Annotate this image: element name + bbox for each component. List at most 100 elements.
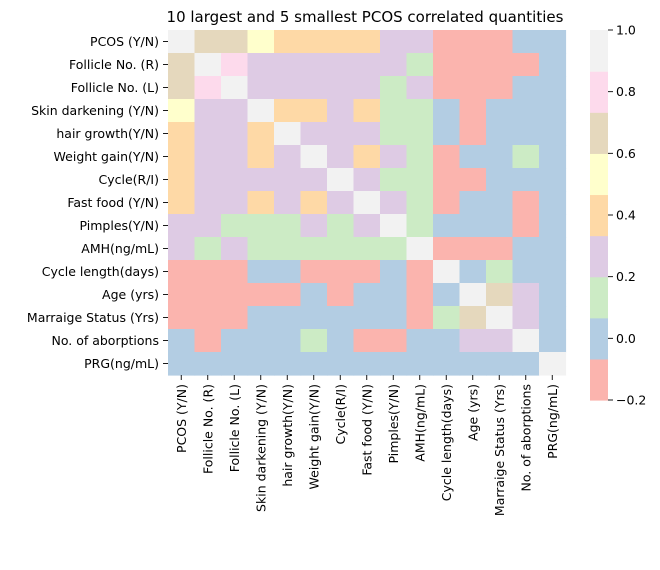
heatmap-cell [380, 99, 408, 123]
heatmap-cell [380, 214, 408, 238]
x-tick-label: Fast food (Y/N) [359, 384, 374, 476]
x-tick-label: PRG(ng/mL) [545, 384, 560, 459]
heatmap-cell [539, 306, 567, 330]
heatmap-cell [194, 306, 222, 330]
heatmap-cell [353, 329, 381, 353]
heatmap-cell [168, 260, 196, 284]
heatmap-cell [486, 214, 514, 238]
heatmap-cell [247, 145, 275, 169]
colorbar-tick-label: 0.4 [616, 208, 636, 223]
heatmap-cell [486, 352, 514, 376]
heatmap-cell [433, 122, 461, 146]
x-tick-label: No. of aborptions [518, 384, 533, 492]
y-tick-label: Cycle length(days) [42, 264, 159, 279]
y-tick-label: Cycle(R/I) [99, 172, 160, 187]
heatmap-cell [539, 214, 567, 238]
heatmap-cell [353, 191, 381, 215]
y-tick-label: Follicle No. (R) [69, 57, 159, 72]
heatmap-cell [459, 283, 487, 307]
heatmap-cell [168, 191, 196, 215]
heatmap-cell [247, 283, 275, 307]
heatmap-cell [512, 168, 540, 192]
heatmap-cell [353, 214, 381, 238]
heatmap-cell [539, 191, 567, 215]
heatmap-cell [168, 122, 196, 146]
heatmap-cell [327, 191, 355, 215]
heatmap-cell [486, 122, 514, 146]
colorbar-segment [590, 235, 608, 278]
heatmap-cell [512, 191, 540, 215]
heatmap-cell [433, 283, 461, 307]
heatmap-cell [486, 329, 514, 353]
heatmap-cell [459, 30, 487, 54]
colorbar-segment [590, 30, 608, 72]
heatmap-cell [194, 214, 222, 238]
heatmap-cell [168, 76, 196, 100]
y-tick-label: PRG(ng/mL) [84, 356, 159, 371]
heatmap-cell [380, 53, 408, 77]
heatmap-cell [194, 329, 222, 353]
heatmap-cell [459, 145, 487, 169]
x-tick-label: PCOS (Y/N) [174, 384, 189, 453]
x-tick-label: Skin darkening (Y/N) [253, 384, 268, 512]
y-tick-label: Weight gain(Y/N) [54, 149, 159, 164]
heatmap-cell [247, 352, 275, 376]
heatmap-cell [300, 30, 328, 54]
heatmap-cell [512, 283, 540, 307]
heatmap-cell [168, 329, 196, 353]
heatmap-cell [459, 214, 487, 238]
heatmap-cell [380, 76, 408, 100]
heatmap-cell [194, 168, 222, 192]
heatmap-cell [353, 122, 381, 146]
heatmap-cell [486, 191, 514, 215]
heatmap-cell [459, 352, 487, 376]
heatmap-cell [168, 99, 196, 123]
colorbar-tick-label: 0.6 [616, 146, 636, 161]
heatmap-cell [380, 145, 408, 169]
heatmap-cell [459, 306, 487, 330]
heatmap-cell [274, 76, 302, 100]
heatmap-cell [380, 191, 408, 215]
heatmap-cell [353, 306, 381, 330]
heatmap-cell [380, 306, 408, 330]
heatmap-cell [247, 191, 275, 215]
heatmap-cell [486, 237, 514, 261]
heatmap-cell [512, 260, 540, 284]
heatmap-cell [433, 260, 461, 284]
heatmap-cell [194, 352, 222, 376]
heatmap-cell [486, 30, 514, 54]
x-tick-label: Follicle No. (R) [200, 384, 215, 474]
heatmap-cell [168, 283, 196, 307]
heatmap-cell [300, 53, 328, 77]
heatmap-cell [459, 191, 487, 215]
y-tick-label: Pimples(Y/N) [80, 218, 159, 233]
heatmap-cell [274, 99, 302, 123]
heatmap-cell [274, 30, 302, 54]
heatmap-cell [459, 53, 487, 77]
heatmap-cell [380, 30, 408, 54]
heatmap-cell [433, 237, 461, 261]
heatmap-cell [459, 99, 487, 123]
heatmap-cell [300, 237, 328, 261]
heatmap-cells [168, 30, 567, 376]
heatmap-cell [300, 283, 328, 307]
heatmap-cell [380, 283, 408, 307]
heatmap-cell [539, 76, 567, 100]
heatmap-cell [433, 76, 461, 100]
heatmap-cell [512, 329, 540, 353]
heatmap-cell [274, 329, 302, 353]
heatmap-cell [353, 76, 381, 100]
heatmap-cell [221, 76, 249, 100]
heatmap-cell [274, 191, 302, 215]
heatmap-cell [539, 329, 567, 353]
colorbar-tick-label: 0.2 [616, 269, 636, 284]
heatmap-cell [221, 122, 249, 146]
heatmap-cell [539, 352, 567, 376]
y-tick-label: Fast food (Y/N) [67, 195, 159, 210]
heatmap-cell [539, 237, 567, 261]
heatmap-cell [459, 329, 487, 353]
heatmap-cell [247, 214, 275, 238]
heatmap-cell [459, 122, 487, 146]
